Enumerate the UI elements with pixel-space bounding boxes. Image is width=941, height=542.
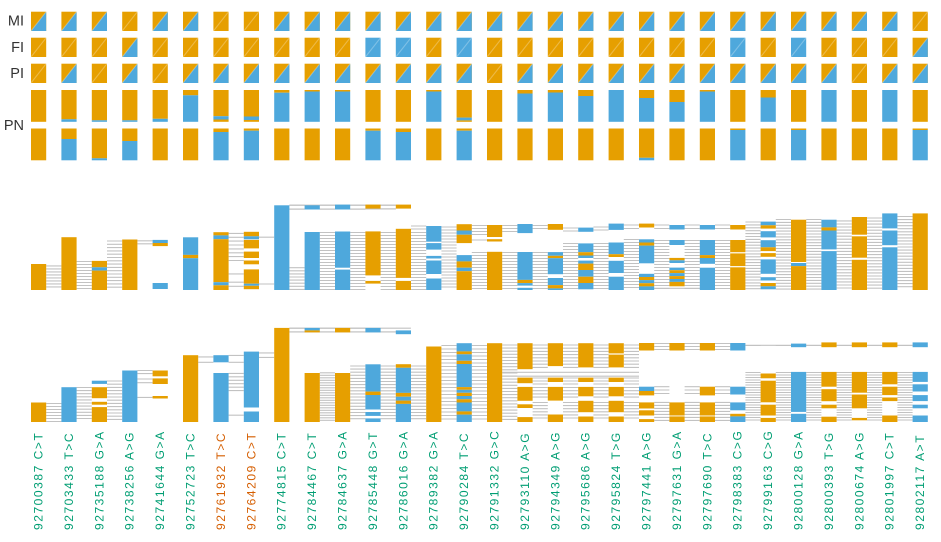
svg-text:92752723 T>C: 92752723 T>C xyxy=(184,432,198,530)
svg-text:PN: PN xyxy=(4,118,24,134)
svg-text:92798383 C>G: 92798383 C>G xyxy=(731,430,745,530)
svg-text:92795824 T>G: 92795824 T>G xyxy=(609,431,623,530)
svg-text:92802117 A>T: 92802117 A>T xyxy=(913,434,927,530)
svg-text:92797631 G>A: 92797631 G>A xyxy=(670,430,684,530)
svg-text:92799163 C>G: 92799163 C>G xyxy=(761,430,775,530)
svg-text:92774815 C>T: 92774815 C>T xyxy=(275,432,289,530)
svg-text:92795686 A>G: 92795686 A>G xyxy=(579,431,593,530)
svg-text:92800128 G>A: 92800128 G>A xyxy=(792,430,806,530)
svg-text:92761932 T>C: 92761932 T>C xyxy=(214,432,228,530)
svg-text:92741644 G>A: 92741644 G>A xyxy=(153,430,167,530)
svg-text:MI: MI xyxy=(8,14,24,30)
svg-text:92797690 T>C: 92797690 T>C xyxy=(700,432,714,530)
svg-text:92786016 G>A: 92786016 G>A xyxy=(396,430,410,530)
svg-text:92703433 T>C: 92703433 T>C xyxy=(62,432,76,530)
svg-text:92797441 A>G: 92797441 A>G xyxy=(640,431,654,530)
svg-text:92785448 G>T: 92785448 G>T xyxy=(366,431,380,530)
svg-text:92791332 G>C: 92791332 G>C xyxy=(488,430,502,530)
svg-text:92738256 A>G: 92738256 A>G xyxy=(123,431,137,530)
svg-text:92800393 T>G: 92800393 T>G xyxy=(822,431,836,530)
svg-text:92794349 A>G: 92794349 A>G xyxy=(548,431,562,530)
svg-text:92801997 C>T: 92801997 C>T xyxy=(883,432,897,530)
svg-text:92793110 A>G: 92793110 A>G xyxy=(518,432,532,530)
svg-text:92700387 C>T: 92700387 C>T xyxy=(32,432,46,530)
svg-text:92784637 G>A: 92784637 G>A xyxy=(336,430,350,530)
svg-text:PI: PI xyxy=(10,66,24,82)
svg-text:92790284 T>C: 92790284 T>C xyxy=(457,432,471,530)
svg-text:FI: FI xyxy=(11,40,24,56)
svg-text:92735188 G>A: 92735188 G>A xyxy=(92,430,106,530)
svg-text:92789382 G>A: 92789382 G>A xyxy=(427,430,441,530)
svg-text:92764209 C>T: 92764209 C>T xyxy=(244,432,258,530)
svg-text:92784467 C>T: 92784467 C>T xyxy=(305,432,319,530)
svg-text:92800674 A>G: 92800674 A>G xyxy=(852,431,866,530)
